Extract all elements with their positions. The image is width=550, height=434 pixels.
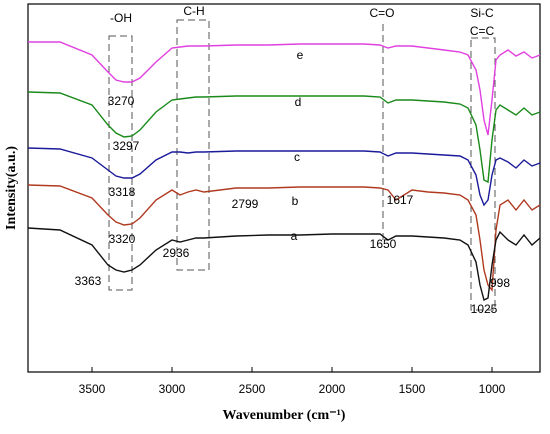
curve-label: c <box>294 150 300 164</box>
ch-box <box>176 19 210 271</box>
annotation: 2799 <box>232 197 259 211</box>
annotation: 3320 <box>109 232 136 246</box>
x-tick-label: 1000 <box>479 382 506 396</box>
x-tick-label: 2500 <box>239 382 266 396</box>
x-tick-label: 1500 <box>399 382 426 396</box>
x-tick-label: 2000 <box>319 382 346 396</box>
annotation: Si-C <box>470 6 494 20</box>
annotation: -OH <box>110 11 132 25</box>
annotation: 998 <box>490 276 510 290</box>
curve-label: d <box>295 95 302 109</box>
curve-label: b <box>292 194 299 208</box>
annotation: 3318 <box>109 185 136 199</box>
curve-label: e <box>297 48 304 62</box>
spectrum-line <box>27 147 541 207</box>
y-axis-title: Intensity(a.u.) <box>4 146 19 230</box>
spectrum-line <box>27 91 541 184</box>
spectrum-line <box>27 184 541 292</box>
annotation: 3363 <box>75 274 102 288</box>
x-tick-label: 3500 <box>79 382 106 396</box>
annotation: 1617 <box>387 193 414 207</box>
oh-box <box>108 35 133 291</box>
curve-label: a <box>291 229 298 243</box>
sic-box <box>470 37 496 311</box>
annotation: 1650 <box>370 237 397 251</box>
spectrum-line <box>28 41 541 136</box>
annotation: C=C <box>470 24 495 38</box>
annotation: C-H <box>183 4 204 18</box>
annotation: 2936 <box>163 246 190 260</box>
annotation: 3270 <box>108 94 135 108</box>
spectrum-line <box>27 227 541 302</box>
x-axis-title: Wavenumber (cm⁻¹) <box>223 408 346 423</box>
annotation: 1025 <box>471 302 498 316</box>
annotation: C=O <box>369 6 394 20</box>
plot-frame <box>27 3 541 373</box>
annotation: 3297 <box>113 139 140 153</box>
x-tick-label: 3000 <box>159 382 186 396</box>
